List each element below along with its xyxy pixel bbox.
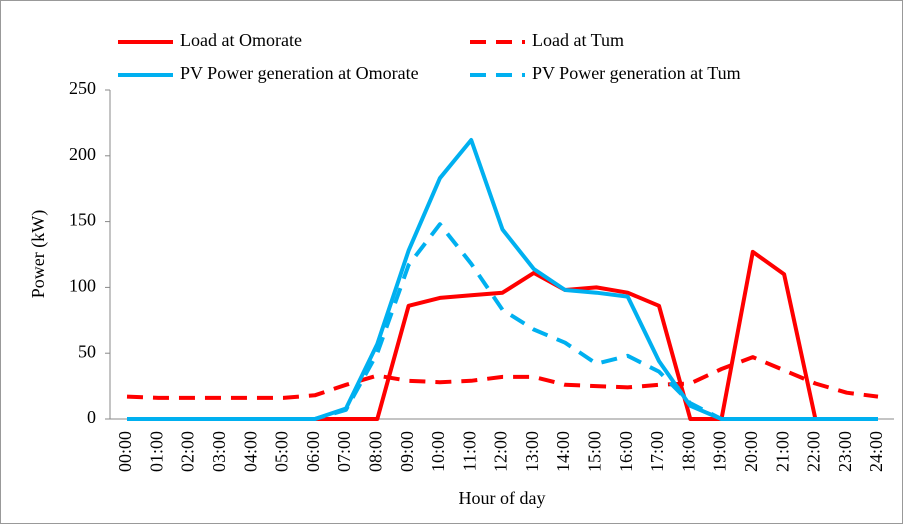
- x-tick-label: 24:00: [866, 431, 886, 472]
- x-tick-label: 23:00: [835, 431, 855, 472]
- x-tick-label: 08:00: [365, 431, 385, 472]
- x-tick-label: 03:00: [209, 431, 229, 472]
- y-tick-label: 100: [69, 276, 96, 296]
- x-axis-label: Hour of day: [459, 488, 546, 508]
- y-axis-label: Power (kW): [28, 210, 49, 298]
- x-tick-label: 16:00: [616, 431, 636, 472]
- x-tick-label: 19:00: [710, 431, 730, 472]
- y-tick-label: 50: [78, 341, 96, 361]
- x-tick-label: 01:00: [146, 431, 166, 472]
- x-tick-label: 04:00: [240, 431, 260, 472]
- legend-label: Load at Tum: [532, 30, 624, 50]
- x-tick-label: 20:00: [741, 431, 761, 472]
- x-tick-label: 17:00: [647, 431, 667, 472]
- x-tick-label: 13:00: [522, 431, 542, 472]
- y-tick-label: 0: [87, 407, 96, 427]
- legend-label: PV Power generation at Omorate: [180, 63, 419, 83]
- series-line: [127, 138, 878, 421]
- legend-label: PV Power generation at Tum: [532, 63, 741, 83]
- y-tick-label: 150: [69, 210, 96, 230]
- x-tick-label: 22:00: [804, 431, 824, 472]
- x-tick-label: 00:00: [115, 431, 135, 472]
- y-tick-label: 200: [69, 144, 96, 164]
- series-line: [126, 355, 879, 400]
- x-tick-label: 02:00: [178, 431, 198, 472]
- x-tick-label: 14:00: [553, 431, 573, 472]
- legend-label: Load at Omorate: [180, 30, 302, 50]
- x-tick-label: 21:00: [772, 431, 792, 472]
- x-tick-label: 12:00: [491, 431, 511, 472]
- x-tick-label: 15:00: [585, 431, 605, 472]
- x-tick-label: 09:00: [397, 431, 417, 472]
- x-tick-label: 11:00: [459, 431, 479, 471]
- x-tick-label: 10:00: [428, 431, 448, 472]
- y-tick-label: 250: [69, 78, 96, 98]
- x-tick-label: 06:00: [303, 431, 323, 472]
- x-tick-label: 05:00: [272, 431, 292, 472]
- x-tick-label: 07:00: [334, 431, 354, 472]
- x-tick-label: 18:00: [678, 431, 698, 472]
